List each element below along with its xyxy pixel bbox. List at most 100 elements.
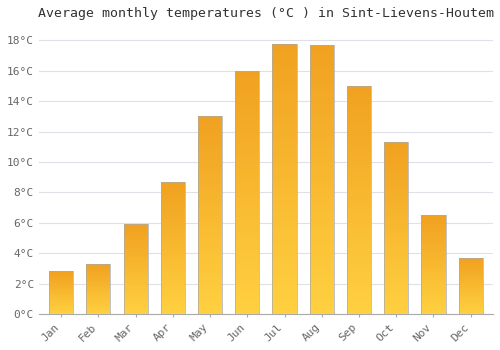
Bar (198, 203, 222, 207)
Bar (160, 280, 185, 282)
Bar (198, 239, 222, 243)
Bar (384, 221, 408, 225)
Bar (160, 232, 185, 235)
Bar (86, 292, 110, 293)
Bar (384, 273, 408, 276)
Bar (458, 298, 483, 299)
Bar (347, 182, 371, 186)
Bar (49, 286, 73, 287)
Bar (458, 258, 483, 314)
Bar (198, 199, 222, 203)
Bar (310, 110, 334, 115)
Bar (384, 262, 408, 266)
Bar (384, 245, 408, 249)
Bar (347, 300, 371, 305)
Bar (86, 280, 110, 281)
Bar (235, 163, 260, 168)
Bar (422, 253, 446, 255)
Bar (198, 117, 222, 120)
Bar (86, 303, 110, 304)
Bar (347, 214, 371, 218)
Bar (272, 281, 296, 287)
Bar (347, 305, 371, 309)
Bar (272, 49, 296, 54)
Bar (124, 228, 148, 230)
Bar (384, 218, 408, 221)
Bar (458, 296, 483, 297)
Bar (86, 300, 110, 301)
Bar (124, 248, 148, 250)
Bar (160, 245, 185, 248)
Bar (124, 250, 148, 251)
Bar (235, 226, 260, 231)
Bar (124, 255, 148, 257)
Bar (384, 293, 408, 297)
Bar (160, 198, 185, 200)
Bar (347, 232, 371, 237)
Bar (198, 188, 222, 191)
Bar (235, 236, 260, 241)
Bar (198, 282, 222, 286)
Bar (86, 270, 110, 271)
Bar (49, 301, 73, 302)
Bar (310, 271, 334, 277)
Bar (198, 156, 222, 160)
Bar (160, 222, 185, 224)
Bar (310, 244, 334, 250)
Bar (458, 272, 483, 274)
Bar (272, 249, 296, 254)
Bar (310, 303, 334, 309)
Bar (384, 280, 408, 283)
Bar (384, 232, 408, 235)
Bar (347, 259, 371, 264)
Bar (49, 293, 73, 294)
Bar (49, 287, 73, 288)
Bar (124, 307, 148, 309)
Bar (160, 298, 185, 301)
Bar (49, 307, 73, 308)
Bar (458, 293, 483, 294)
Bar (160, 277, 185, 280)
Bar (235, 178, 260, 183)
Bar (198, 290, 222, 294)
Bar (235, 207, 260, 212)
Bar (422, 267, 446, 268)
Bar (272, 265, 296, 271)
Bar (422, 237, 446, 239)
Bar (124, 266, 148, 267)
Bar (124, 246, 148, 248)
Bar (272, 287, 296, 292)
Bar (198, 247, 222, 251)
Bar (310, 266, 334, 271)
Bar (49, 299, 73, 300)
Bar (347, 127, 371, 132)
Bar (49, 297, 73, 298)
Bar (272, 130, 296, 135)
Bar (310, 309, 334, 314)
Bar (422, 231, 446, 233)
Bar (347, 168, 371, 173)
Bar (272, 82, 296, 87)
Bar (198, 120, 222, 124)
Bar (310, 131, 334, 136)
Bar (86, 286, 110, 287)
Bar (272, 162, 296, 168)
Bar (347, 205, 371, 209)
Bar (310, 88, 334, 93)
Bar (235, 124, 260, 129)
Bar (347, 296, 371, 300)
Bar (235, 76, 260, 80)
Bar (235, 144, 260, 149)
Bar (310, 45, 334, 50)
Bar (160, 240, 185, 243)
Bar (422, 229, 446, 231)
Bar (422, 249, 446, 251)
Bar (384, 142, 408, 314)
Bar (235, 193, 260, 197)
Bar (235, 159, 260, 163)
Bar (49, 310, 73, 312)
Bar (458, 277, 483, 278)
Bar (198, 255, 222, 259)
Bar (458, 313, 483, 314)
Bar (86, 305, 110, 306)
